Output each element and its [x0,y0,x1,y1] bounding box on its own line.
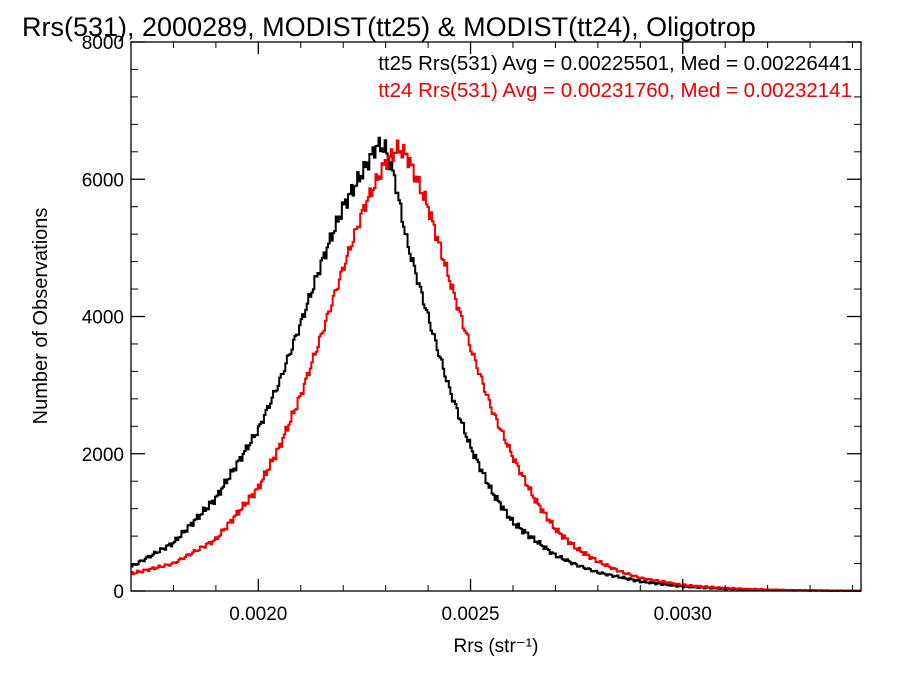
plot-area [131,136,861,592]
chart-title: Rrs(531), 2000289, MODIST(tt25) & MODIST… [22,12,756,42]
y-tick-label: 6000 [82,170,124,191]
stat-label-tt25: tt25 Rrs(531) Avg = 0.00225501, Med = 0.… [378,52,852,75]
x-tick-label: 0.0025 [441,604,499,625]
x-axis-label: Rrs (str⁻¹) [454,636,539,657]
series-line-tt25 [131,136,861,592]
axes: 0.0020 0.0025 0.0030 0 2000 4000 6000 8000 [82,33,861,625]
y-tick-label: 8000 [82,33,124,54]
x-tick-label: 0.0030 [654,604,712,625]
y-tick-label: 0 [113,582,124,603]
stat-label-tt24: tt24 Rrs(531) Avg = 0.00231760, Med = 0.… [378,79,852,102]
series-line-tt24 [131,139,861,592]
y-tick-label: 2000 [82,445,124,466]
x-tick-label: 0.0020 [229,604,287,625]
y-axis-label: Number of Observations [30,208,52,425]
y-tick-label: 4000 [82,308,124,329]
